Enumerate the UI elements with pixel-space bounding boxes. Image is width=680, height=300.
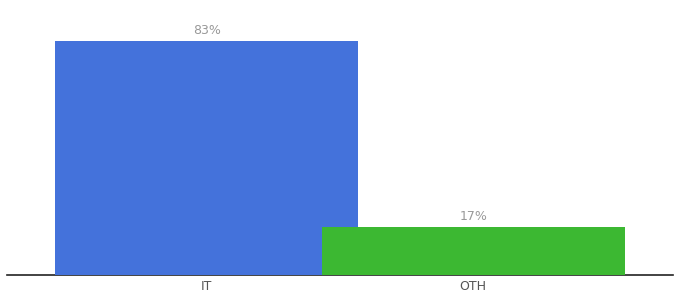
Bar (55, 41, 358, 274)
Text: 83%: 83% (193, 24, 221, 38)
Text: 17%: 17% (459, 210, 487, 223)
Bar (322, 226, 625, 274)
